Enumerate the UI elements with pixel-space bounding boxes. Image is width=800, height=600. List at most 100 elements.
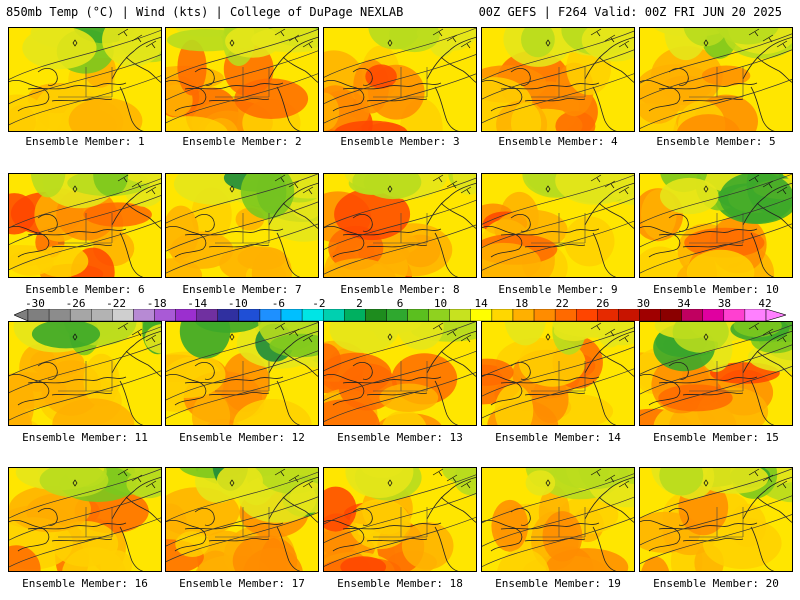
colorbar-cell (280, 309, 303, 321)
ensemble-member-label: Ensemble Member: 20 (653, 577, 779, 590)
temperature-field (165, 173, 319, 278)
temperature-field (323, 173, 477, 278)
colorbar-cell (723, 309, 746, 321)
colorbar-cell (449, 309, 471, 321)
ensemble-member-map (8, 467, 162, 572)
ensemble-member-map (639, 27, 793, 132)
temperature-field (639, 27, 793, 132)
ensemble-member-label: Ensemble Member: 19 (495, 577, 621, 590)
ensemble-member-map (165, 27, 319, 132)
colorbar-tick-label: -22 (106, 297, 127, 310)
ensemble-member-label: Ensemble Member: 18 (337, 577, 463, 590)
colorbar-tick-label: -6 (271, 297, 285, 310)
temperature-field (323, 27, 477, 132)
ensemble-member-label: Ensemble Member: 10 (653, 283, 779, 296)
ensemble-member-map (481, 173, 635, 278)
colorbar-cell (259, 309, 282, 321)
colorbar-cell (27, 309, 50, 321)
colorbar-cell (744, 309, 767, 321)
ensemble-member-map (481, 467, 635, 572)
colorbar-cell (91, 309, 113, 321)
ensemble-member-label: Ensemble Member: 5 (656, 135, 776, 148)
colorbar-cell (618, 309, 640, 321)
ensemble-member-label: Ensemble Member: 2 (182, 135, 302, 148)
colorbar-tick-label: -14 (187, 297, 208, 310)
colorbar-cell (470, 309, 493, 321)
colorbar-cell (533, 309, 556, 321)
ensemble-member-label: Ensemble Member: 4 (498, 135, 618, 148)
map-title: 850mb Temp (°C) | Wind (kts) | College o… (6, 5, 404, 19)
colorbar-tick-label: -2 (312, 297, 326, 310)
ensemble-member-label: Ensemble Member: 15 (653, 431, 779, 444)
colorbar-cell (238, 309, 261, 321)
temperature-field (165, 467, 319, 572)
temperature-field (8, 27, 162, 132)
ensemble-member-map (323, 27, 477, 132)
colorbar-tick-label: -30 (25, 297, 45, 310)
temperature-field (639, 173, 793, 278)
colorbar-cell (428, 309, 450, 321)
colorbar-cell (323, 309, 345, 321)
temperature-field (481, 321, 635, 426)
ensemble-member-label: Ensemble Member: 13 (337, 431, 463, 444)
temperature-field (639, 467, 793, 572)
colorbar-cell (702, 309, 725, 321)
colorbar-max-arrow (765, 309, 786, 321)
colorbar-tick-label: -18 (146, 297, 167, 310)
colorbar-cell (112, 309, 134, 321)
colorbar-cell (48, 309, 71, 321)
ensemble-member-label: Ensemble Member: 7 (182, 283, 302, 296)
ensemble-member-map (8, 27, 162, 132)
ensemble-member-map (323, 467, 477, 572)
temperature-field (8, 173, 162, 278)
colorbar-tick-label: -26 (65, 297, 86, 310)
colorbar-cell (681, 309, 703, 321)
temperature-field (8, 321, 162, 426)
temperature-field (481, 173, 635, 278)
colorbar-cell (217, 309, 240, 321)
colorbar-cell (69, 309, 92, 321)
colorbar-cell (597, 309, 619, 321)
colorbar-cell (301, 309, 324, 321)
colorbar-tick-label: 6 (396, 297, 404, 310)
colorbar-tick-label: 42 (758, 297, 772, 310)
temperature-field (481, 27, 635, 132)
ensemble-member-map (8, 173, 162, 278)
ensemble-member-map (323, 173, 477, 278)
colorbar-cell (175, 309, 197, 321)
ensemble-member-map (639, 321, 793, 426)
ensemble-member-map (481, 321, 635, 426)
ensemble-member-label: Ensemble Member: 3 (340, 135, 460, 148)
ensemble-member-label: Ensemble Member: 11 (22, 431, 148, 444)
ensemble-member-label: Ensemble Member: 6 (25, 283, 145, 296)
temperature-field (639, 321, 793, 426)
colorbar-tick-label: 2 (356, 297, 363, 310)
ensemble-member-label: Ensemble Member: 14 (495, 431, 621, 444)
temperature-colorbar (14, 309, 786, 321)
ensemble-member-map (639, 173, 793, 278)
ensemble-member-map (8, 321, 162, 426)
ensemble-member-map (165, 173, 319, 278)
colorbar-cell (344, 309, 366, 321)
ensemble-member-map (165, 321, 319, 426)
ensemble-member-label: Ensemble Member: 8 (340, 283, 460, 296)
colorbar-tick-label: 38 (717, 297, 732, 310)
colorbar-cell (639, 309, 661, 321)
colorbar-cell (576, 309, 598, 321)
temperature-field (165, 321, 319, 426)
colorbar-cell (554, 309, 577, 321)
colorbar-tick-label: -10 (227, 297, 248, 310)
colorbar-tick-label: 30 (636, 297, 650, 310)
ensemble-member-label: Ensemble Member: 9 (498, 283, 618, 296)
ensemble-member-label: Ensemble Member: 1 (25, 135, 145, 148)
ensemble-member-label: Ensemble Member: 17 (179, 577, 305, 590)
temperature-field (323, 321, 477, 426)
colorbar-cell (407, 309, 429, 321)
ensemble-member-label: Ensemble Member: 16 (22, 577, 148, 590)
colorbar-tick-label: 10 (433, 297, 448, 310)
ensemble-member-map (323, 321, 477, 426)
colorbar-cell (491, 309, 514, 321)
colorbar-tick-label: 34 (677, 297, 691, 310)
ensemble-member-label: Ensemble Member: 12 (179, 431, 305, 444)
temperature-field (165, 27, 319, 132)
